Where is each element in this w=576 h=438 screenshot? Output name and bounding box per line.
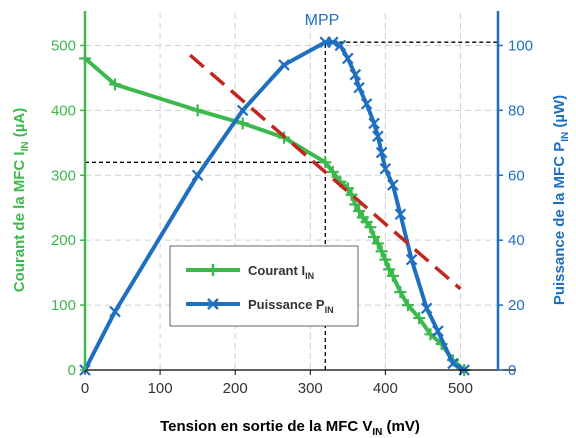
power-point <box>278 59 290 71</box>
legend-power-marker <box>207 298 219 310</box>
current-point <box>383 263 396 276</box>
y-right-tick-label: 40 <box>508 232 525 249</box>
power-point <box>394 208 407 220</box>
power-point <box>327 36 339 48</box>
power-point <box>420 302 433 315</box>
x-tick-label: 500 <box>448 380 473 397</box>
x-tick-label: 100 <box>148 380 173 397</box>
power-point <box>334 39 347 52</box>
axes: 0 100 200 300 400 500 0 100 200 300 400 500 0 20 40 60 8… <box>51 11 533 397</box>
current-point <box>349 198 362 211</box>
current-point <box>191 104 204 117</box>
current-point <box>326 166 339 179</box>
x-tick-label: 400 <box>373 380 398 397</box>
legend-power-label-sub: IN <box>325 305 334 315</box>
power-point <box>236 104 249 117</box>
power-point <box>191 169 204 182</box>
y-left-axis-title-main: Courant de la MFC I <box>11 151 28 292</box>
series-layer <box>79 36 471 376</box>
power-point <box>372 130 384 143</box>
y-left-tick-label: 200 <box>51 232 76 249</box>
y-right-axis-title-unit: (µW) <box>551 95 568 132</box>
y-right-axis-title-main: Puissance de la MFC P <box>551 142 568 305</box>
legend-item-power: Puissance PIN <box>186 297 334 315</box>
current-point <box>319 156 332 169</box>
x-axis-title: Tension en sortie de la MFC VIN (mV) <box>160 418 420 438</box>
legend-current-label-main: Courant I <box>248 263 305 278</box>
current-point <box>394 286 407 299</box>
power-point <box>379 163 392 175</box>
y-left-tick-label: 100 <box>51 297 76 314</box>
current-point <box>368 230 381 243</box>
y-left-axis-title: Courant de la MFC IIN (µA) <box>11 108 31 292</box>
current-point <box>353 204 366 217</box>
y-right-tick-label: 100 <box>508 37 533 54</box>
current-point <box>371 237 384 250</box>
power-point <box>432 325 444 337</box>
power-point <box>349 68 362 81</box>
legend-power-label: Puissance PIN <box>248 297 334 315</box>
x-axis-title-main: Tension en sortie de la MFC V <box>160 418 372 435</box>
power-point <box>342 52 354 65</box>
x-tick-label: 0 <box>81 380 89 397</box>
legend-item-current: Courant IIN <box>186 263 314 281</box>
current-point <box>413 312 426 325</box>
legend-current-label-sub: IN <box>305 271 314 281</box>
legend-power-label-main: Puissance P <box>248 297 325 312</box>
legend-current-label: Courant IIN <box>248 263 314 281</box>
legend: Courant IIN Puissance PIN <box>169 245 359 327</box>
current-point <box>386 269 399 282</box>
y-right-tick-label: 80 <box>508 102 525 119</box>
y-left-tick-label: 300 <box>51 167 76 184</box>
power-point <box>405 253 418 266</box>
power-point <box>360 98 373 110</box>
power-point <box>368 117 380 130</box>
y-left-tick-label: 0 <box>68 362 76 379</box>
x-axis-title-unit: (mV) <box>382 418 420 435</box>
x-axis-title-sub: IN <box>372 427 382 438</box>
current-point <box>401 299 414 312</box>
x-tick-label: 300 <box>298 380 323 397</box>
current-point <box>236 117 249 130</box>
power-point <box>109 305 121 318</box>
y-right-axis-title-sub: IN <box>560 132 571 142</box>
current-point <box>379 253 392 266</box>
y-right-tick-label: 20 <box>508 297 525 314</box>
mpp-annotation: MPP <box>305 12 340 29</box>
y-left-tick-label: 500 <box>51 37 76 54</box>
x-tick-label: 200 <box>223 380 248 397</box>
trend-line <box>188 53 462 291</box>
y-left-tick-label: 400 <box>51 102 76 119</box>
y-left-axis-title-unit: (µA) <box>11 108 28 142</box>
current-point <box>345 188 358 201</box>
power-point <box>387 179 399 191</box>
power-point <box>375 146 388 159</box>
power-point <box>447 357 459 370</box>
current-point <box>364 221 377 234</box>
legend-box <box>169 245 359 327</box>
legend-current-marker <box>207 264 219 276</box>
current-point <box>375 245 388 258</box>
y-right-axis-title: Puissance de la MFC PIN (µW) <box>551 95 571 305</box>
y-right-tick-label: 60 <box>508 167 525 184</box>
y-right-tick-label: 0 <box>508 362 516 379</box>
series-line-0 <box>83 56 466 372</box>
current-point <box>109 78 122 91</box>
y-left-axis-title-sub: IN <box>20 141 31 151</box>
power-point <box>353 81 365 94</box>
